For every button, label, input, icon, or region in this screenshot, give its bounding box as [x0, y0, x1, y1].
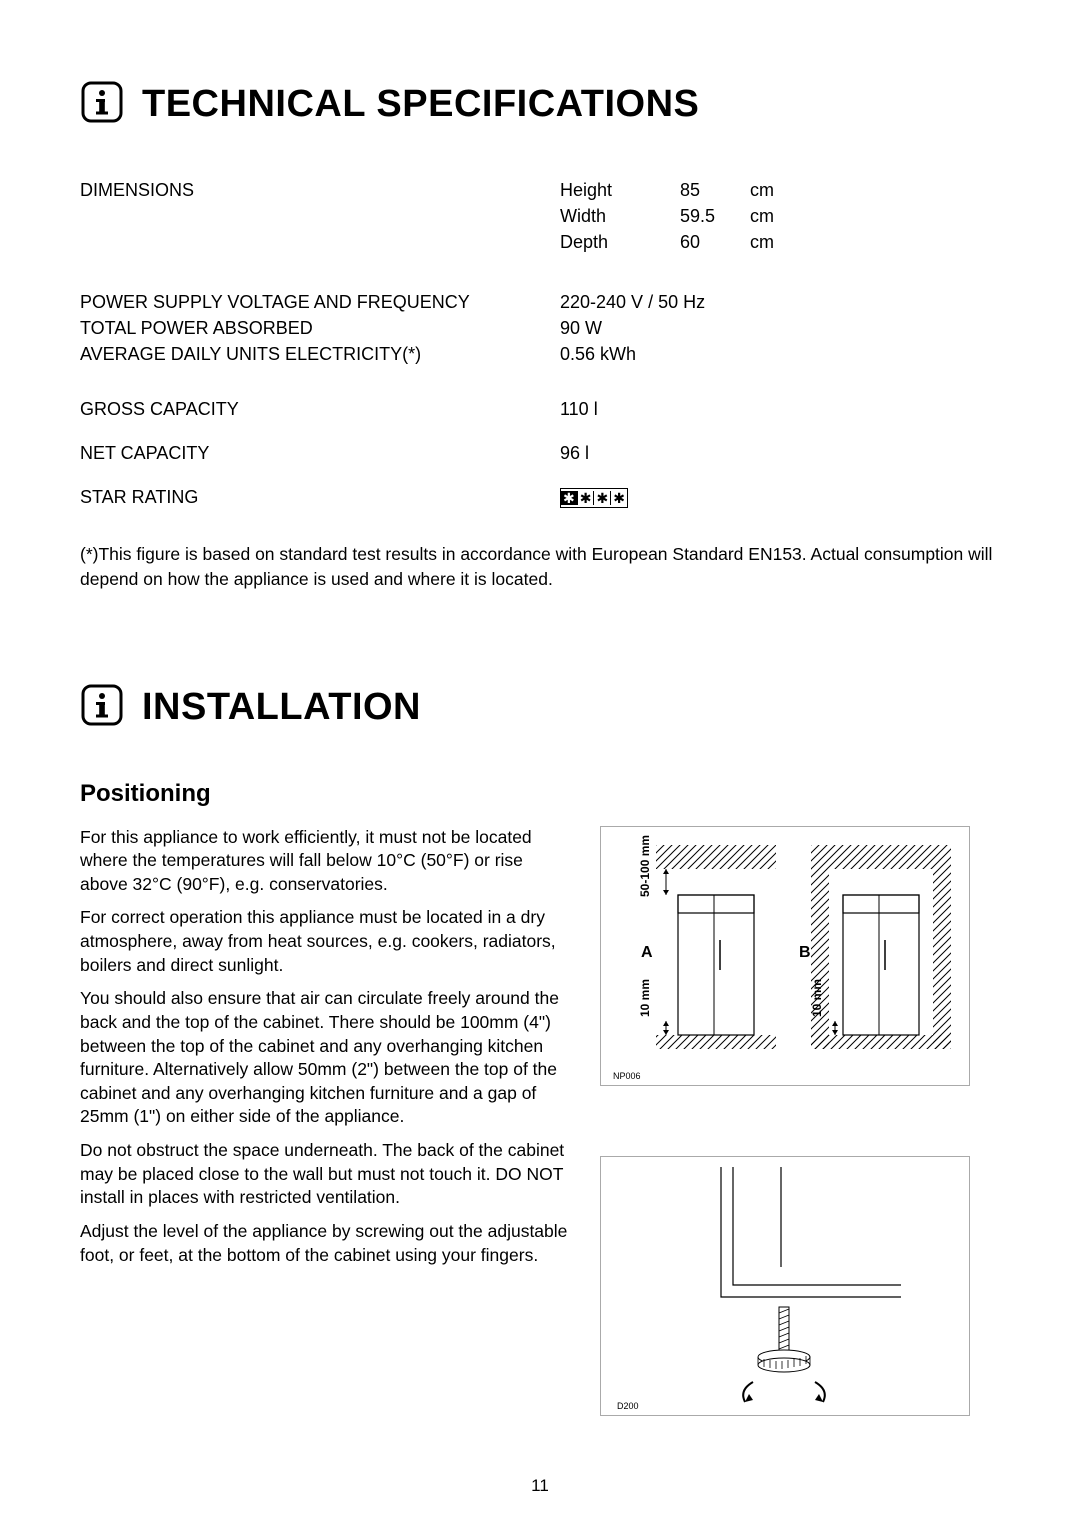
- clearance-diagram: 50-100 mm 10 mm 10 mm A B NP006: [600, 826, 970, 1086]
- info-icon: [80, 80, 124, 129]
- diagram-code: D200: [617, 1401, 639, 1411]
- positioning-text: For this appliance to work efficiently, …: [80, 826, 570, 1416]
- spec-label: TOTAL POWER ABSORBED: [80, 315, 560, 341]
- spec-label: AVERAGE DAILY UNITS ELECTRICITY(*): [80, 341, 560, 367]
- dim-unit: cm: [750, 203, 810, 229]
- star-glyph: ✱: [593, 491, 610, 505]
- tech-spec-title: TECHNICAL SPECIFICATIONS: [142, 83, 699, 126]
- dim-value: 60: [680, 229, 750, 255]
- diagram-label-top: 50-100 mm: [638, 835, 652, 897]
- spec-gross: GROSS CAPACITY 110 l: [80, 396, 1000, 422]
- dim-name: Width: [560, 203, 680, 229]
- spec-label: NET CAPACITY: [80, 440, 560, 466]
- dim-value: 59.5: [680, 203, 750, 229]
- spec-power-group: POWER SUPPLY VOLTAGE AND FREQUENCY 220-2…: [80, 289, 1000, 367]
- spec-row: AVERAGE DAILY UNITS ELECTRICITY(*) 0.56 …: [80, 341, 1000, 367]
- diagram-label-a: A: [641, 944, 653, 961]
- spec-label: DIMENSIONS: [80, 177, 560, 255]
- spec-row: TOTAL POWER ABSORBED 90 W: [80, 315, 1000, 341]
- spec-label: POWER SUPPLY VOLTAGE AND FREQUENCY: [80, 289, 560, 315]
- diagram-label-bot: 10 mm: [810, 979, 824, 1017]
- spec-label: STAR RATING: [80, 484, 560, 510]
- star-rating-icon: ✱ ✱ ✱ ✱: [560, 484, 1000, 510]
- diagrams-column: 50-100 mm 10 mm 10 mm A B NP006: [600, 826, 1000, 1416]
- info-icon: [80, 683, 124, 732]
- dim-unit: cm: [750, 229, 810, 255]
- para: You should also ensure that air can circ…: [80, 987, 570, 1129]
- spec-value: 110 l: [560, 396, 1000, 422]
- para: Adjust the level of the appliance by scr…: [80, 1220, 570, 1267]
- diagram-label-bot: 10 mm: [638, 979, 652, 1017]
- star-glyph: ✱: [561, 491, 577, 505]
- spec-star: STAR RATING ✱ ✱ ✱ ✱: [80, 484, 1000, 510]
- diagram-code: NP006: [613, 1071, 641, 1081]
- spec-footnote: (*)This figure is based on standard test…: [80, 542, 1000, 593]
- page-number: 11: [80, 1476, 1000, 1496]
- positioning-subheading: Positioning: [80, 780, 1000, 808]
- foot-diagram: D200: [600, 1156, 970, 1416]
- para: For this appliance to work efficiently, …: [80, 826, 570, 897]
- star-glyph: ✱: [610, 491, 627, 505]
- dim-value: 85: [680, 177, 750, 203]
- installation-title: INSTALLATION: [142, 686, 421, 729]
- tech-spec-heading: TECHNICAL SPECIFICATIONS: [80, 80, 1000, 129]
- spec-net: NET CAPACITY 96 l: [80, 440, 1000, 466]
- installation-heading: INSTALLATION: [80, 683, 1000, 732]
- dim-row: Width 59.5 cm: [560, 203, 1000, 229]
- para: For correct operation this appliance mus…: [80, 906, 570, 977]
- star-glyph: ✱: [577, 491, 594, 505]
- diagram-label-b: B: [799, 944, 811, 961]
- dim-row: Height 85 cm: [560, 177, 1000, 203]
- spec-value: 220-240 V / 50 Hz: [560, 289, 1000, 315]
- spec-dimensions: DIMENSIONS Height 85 cm Width 59.5 cm De…: [80, 177, 1000, 255]
- dim-row: Depth 60 cm: [560, 229, 1000, 255]
- spec-row: POWER SUPPLY VOLTAGE AND FREQUENCY 220-2…: [80, 289, 1000, 315]
- dim-unit: cm: [750, 177, 810, 203]
- specs-table: DIMENSIONS Height 85 cm Width 59.5 cm De…: [80, 177, 1000, 510]
- two-column-layout: For this appliance to work efficiently, …: [80, 826, 1000, 1416]
- spec-value: 90 W: [560, 315, 1000, 341]
- dim-name: Height: [560, 177, 680, 203]
- spec-value: 0.56 kWh: [560, 341, 1000, 367]
- dim-name: Depth: [560, 229, 680, 255]
- spec-label: GROSS CAPACITY: [80, 396, 560, 422]
- para: Do not obstruct the space underneath. Th…: [80, 1139, 570, 1210]
- spec-value: 96 l: [560, 440, 1000, 466]
